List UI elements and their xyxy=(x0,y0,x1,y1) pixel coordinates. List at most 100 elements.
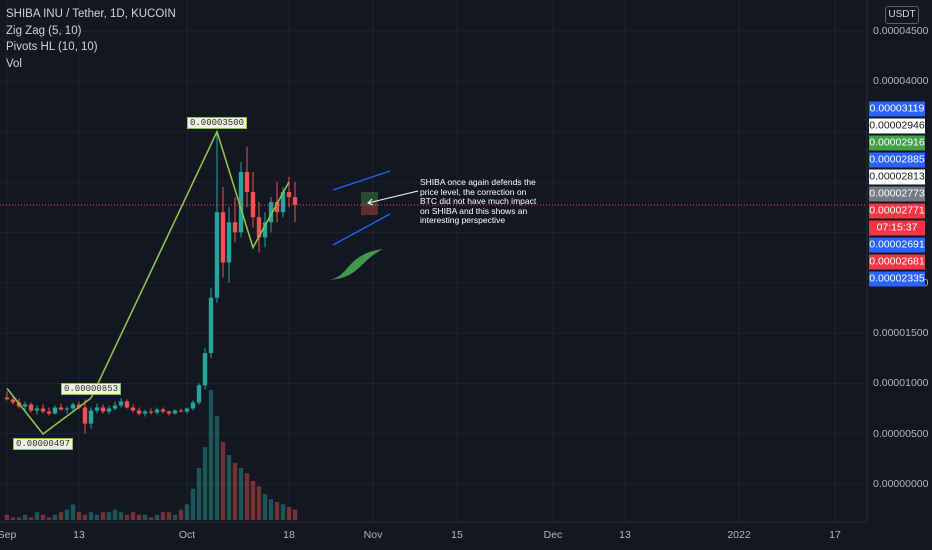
candle-body xyxy=(34,408,40,411)
volume-indicator-label[interactable]: Vol xyxy=(6,57,22,70)
candle-body xyxy=(64,408,70,410)
volume-bar xyxy=(214,416,220,520)
candle-body xyxy=(232,222,238,233)
annotation-text: SHIBA once again defends the price level… xyxy=(420,177,537,225)
candle xyxy=(214,131,220,303)
candle-body xyxy=(4,397,10,400)
candle xyxy=(94,403,100,414)
candle-body xyxy=(172,410,178,414)
candle-body xyxy=(184,408,190,412)
volume-bar xyxy=(82,514,88,520)
candle xyxy=(160,407,166,414)
candle xyxy=(82,399,88,434)
price-label: 0.00002681 xyxy=(869,254,925,269)
candle-body xyxy=(286,192,292,198)
candle xyxy=(238,161,244,238)
volume-bar xyxy=(160,512,166,520)
candle-body xyxy=(196,385,202,403)
candle-body xyxy=(100,407,106,412)
candle-body xyxy=(136,410,142,414)
candle-body xyxy=(106,408,112,412)
candle xyxy=(76,401,82,410)
symbol-title[interactable]: SHIBA INU / Tether, 1D, KUCOIN xyxy=(6,8,176,20)
time-axis-tick: Sep xyxy=(0,529,17,541)
candle xyxy=(112,401,118,411)
price-axis-tick: 0.00001000 xyxy=(873,377,929,390)
candle xyxy=(184,407,190,414)
candle-body xyxy=(274,202,280,213)
time-axis-tick: 2022 xyxy=(727,529,751,541)
pivots-indicator-label[interactable]: Pivots HL (10, 10) xyxy=(6,41,98,53)
candle-body xyxy=(130,407,136,411)
volume-bar xyxy=(274,501,280,520)
candle xyxy=(148,408,154,415)
candle-body xyxy=(28,404,34,411)
zigzag-pivot-label: 0.00000853 xyxy=(60,383,122,396)
candle xyxy=(220,187,226,278)
volume-bar xyxy=(202,447,208,520)
zigzag-indicator-label[interactable]: Zig Zag (5, 10) xyxy=(6,24,82,37)
candle-body xyxy=(58,407,64,410)
candle-body xyxy=(250,192,256,218)
volume-bar xyxy=(154,514,160,520)
price-axis-tick: 0.00001500 xyxy=(873,327,929,339)
volume-bar xyxy=(64,509,70,520)
zigzag-pivot-label: 0.00000497 xyxy=(12,437,74,450)
candle-body xyxy=(280,192,286,213)
candle xyxy=(28,402,34,413)
volume-bar xyxy=(136,514,142,520)
volume-bar xyxy=(142,514,148,520)
candle-body xyxy=(178,410,184,412)
volume-bar xyxy=(244,473,250,520)
time-axis-tick: Nov xyxy=(363,529,383,541)
candle xyxy=(70,402,76,411)
candle-body xyxy=(22,404,28,407)
volume-bar xyxy=(220,442,226,520)
volume-bar xyxy=(286,507,292,520)
volume-bar xyxy=(100,512,106,520)
candle xyxy=(166,410,172,416)
volume-bar xyxy=(226,455,232,520)
candle-body xyxy=(88,410,94,424)
volume-bar xyxy=(58,512,64,520)
candle xyxy=(52,405,58,415)
volume-bar xyxy=(10,517,16,520)
candle xyxy=(58,403,64,411)
volume-bar xyxy=(256,486,262,520)
volume-bar xyxy=(262,494,268,520)
candle xyxy=(22,401,28,412)
countdown-label: 07:15:37 xyxy=(869,220,925,235)
volume-bar xyxy=(94,514,100,520)
candle xyxy=(64,406,70,414)
volume-bar xyxy=(40,514,46,520)
volume-bar xyxy=(178,509,184,520)
candle xyxy=(142,409,148,417)
price-label: 0.00002946 xyxy=(869,118,925,133)
volume-bar xyxy=(28,517,34,520)
candle xyxy=(178,408,184,413)
candle-body xyxy=(52,407,58,414)
price-label: 0.00002885 xyxy=(869,152,925,167)
volume-bar xyxy=(232,462,238,520)
candle xyxy=(130,404,136,413)
candle-body xyxy=(226,222,232,263)
time-axis-tick: 18 xyxy=(283,529,295,541)
candle xyxy=(10,396,16,405)
volume-bar xyxy=(124,514,130,520)
candle-body xyxy=(142,411,148,414)
candle-body xyxy=(112,405,118,409)
candle xyxy=(172,409,178,415)
candle xyxy=(100,404,106,414)
candle-body xyxy=(256,217,262,238)
annotation-arrow xyxy=(367,190,419,204)
volume-bar xyxy=(292,509,298,520)
candle-body xyxy=(202,353,208,386)
price-axis-tick: 0.00004500 xyxy=(873,25,929,37)
candle-body xyxy=(268,202,274,223)
price-label: 0.00002335 xyxy=(869,271,925,286)
price-axis-tick: 0.00004000 xyxy=(873,75,929,88)
currency-button[interactable]: USDT xyxy=(885,6,919,24)
candle xyxy=(4,391,10,401)
candle-body xyxy=(82,407,88,424)
